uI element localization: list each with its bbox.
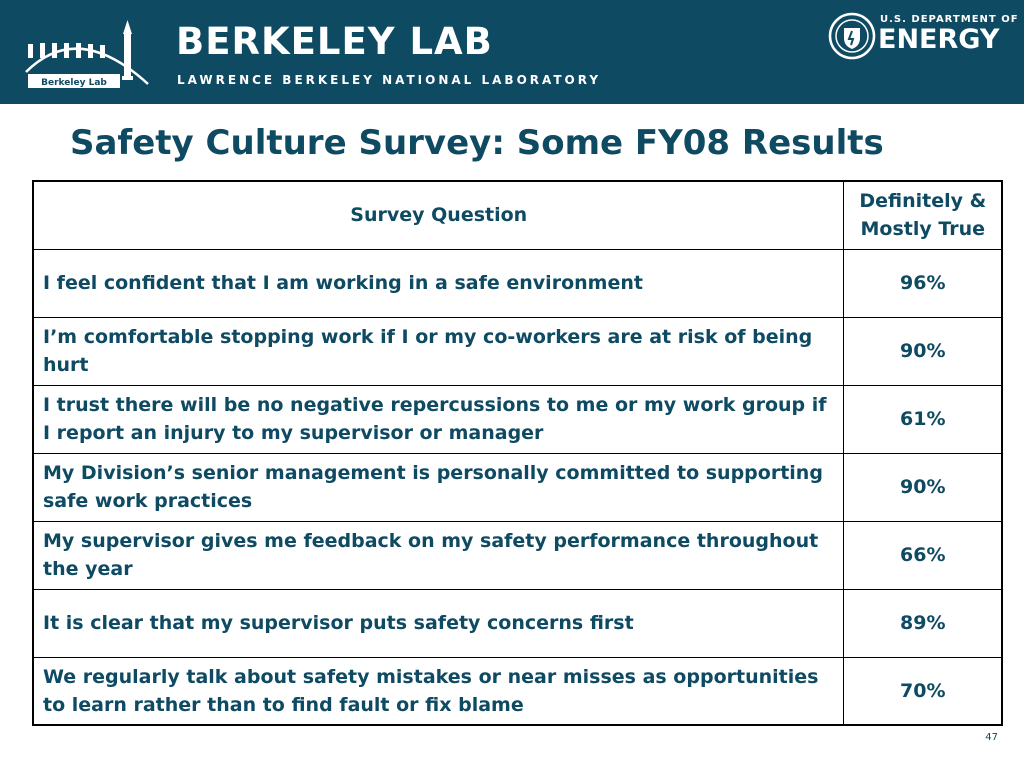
question-cell: I’m comfortable stopping work if I or my… [32,316,844,386]
question-cell: My supervisor gives me feedback on my sa… [32,520,844,590]
doe-line2: ENERGY [878,24,1000,55]
table-row: I trust there will be no negative reperc… [32,384,1003,454]
table-row: My Division’s senior management is perso… [32,452,1003,522]
percentage-cell: 66% [842,520,1003,590]
table-row: We regularly talk about safety mistakes … [32,656,1003,726]
survey-results-table: Survey Question Definitely & Mostly True… [32,180,1003,726]
table-row: I’m comfortable stopping work if I or my… [32,316,1003,386]
doe-seal-icon [828,12,876,60]
percentage-cell: 61% [842,384,1003,454]
question-cell: I feel confident that I am working in a … [32,248,844,318]
page-number: 47 [985,732,998,743]
doe-line1: U.S. DEPARTMENT OF [880,14,1019,25]
lab-name: BERKELEY LAB [176,20,493,63]
question-cell: We regularly talk about safety mistakes … [32,656,844,726]
header-definitely-mostly-true: Definitely & Mostly True [842,180,1003,250]
lab-subname: LAWRENCE BERKELEY NATIONAL LABORATORY [177,73,602,87]
percentage-cell: 90% [842,316,1003,386]
question-cell: It is clear that my supervisor puts safe… [32,588,844,658]
table-header-row: Survey Question Definitely & Mostly True [32,180,1003,250]
header-survey-question: Survey Question [32,180,844,250]
svg-text:Berkeley Lab: Berkeley Lab [41,78,107,88]
page-title: Safety Culture Survey: Some FY08 Results [70,123,884,163]
berkeley-lab-logo-icon: Berkeley Lab [25,20,149,88]
percentage-cell: 70% [842,656,1003,726]
table-row: I feel confident that I am working in a … [32,248,1003,318]
percentage-cell: 89% [842,588,1003,658]
question-cell: I trust there will be no negative reperc… [32,384,844,454]
percentage-cell: 90% [842,452,1003,522]
question-cell: My Division’s senior management is perso… [32,452,844,522]
table-row: It is clear that my supervisor puts safe… [32,588,1003,658]
percentage-cell: 96% [842,248,1003,318]
header-banner: Berkeley Lab BERKELEY LAB LAWRENCE BERKE… [0,0,1024,104]
table-row: My supervisor gives me feedback on my sa… [32,520,1003,590]
